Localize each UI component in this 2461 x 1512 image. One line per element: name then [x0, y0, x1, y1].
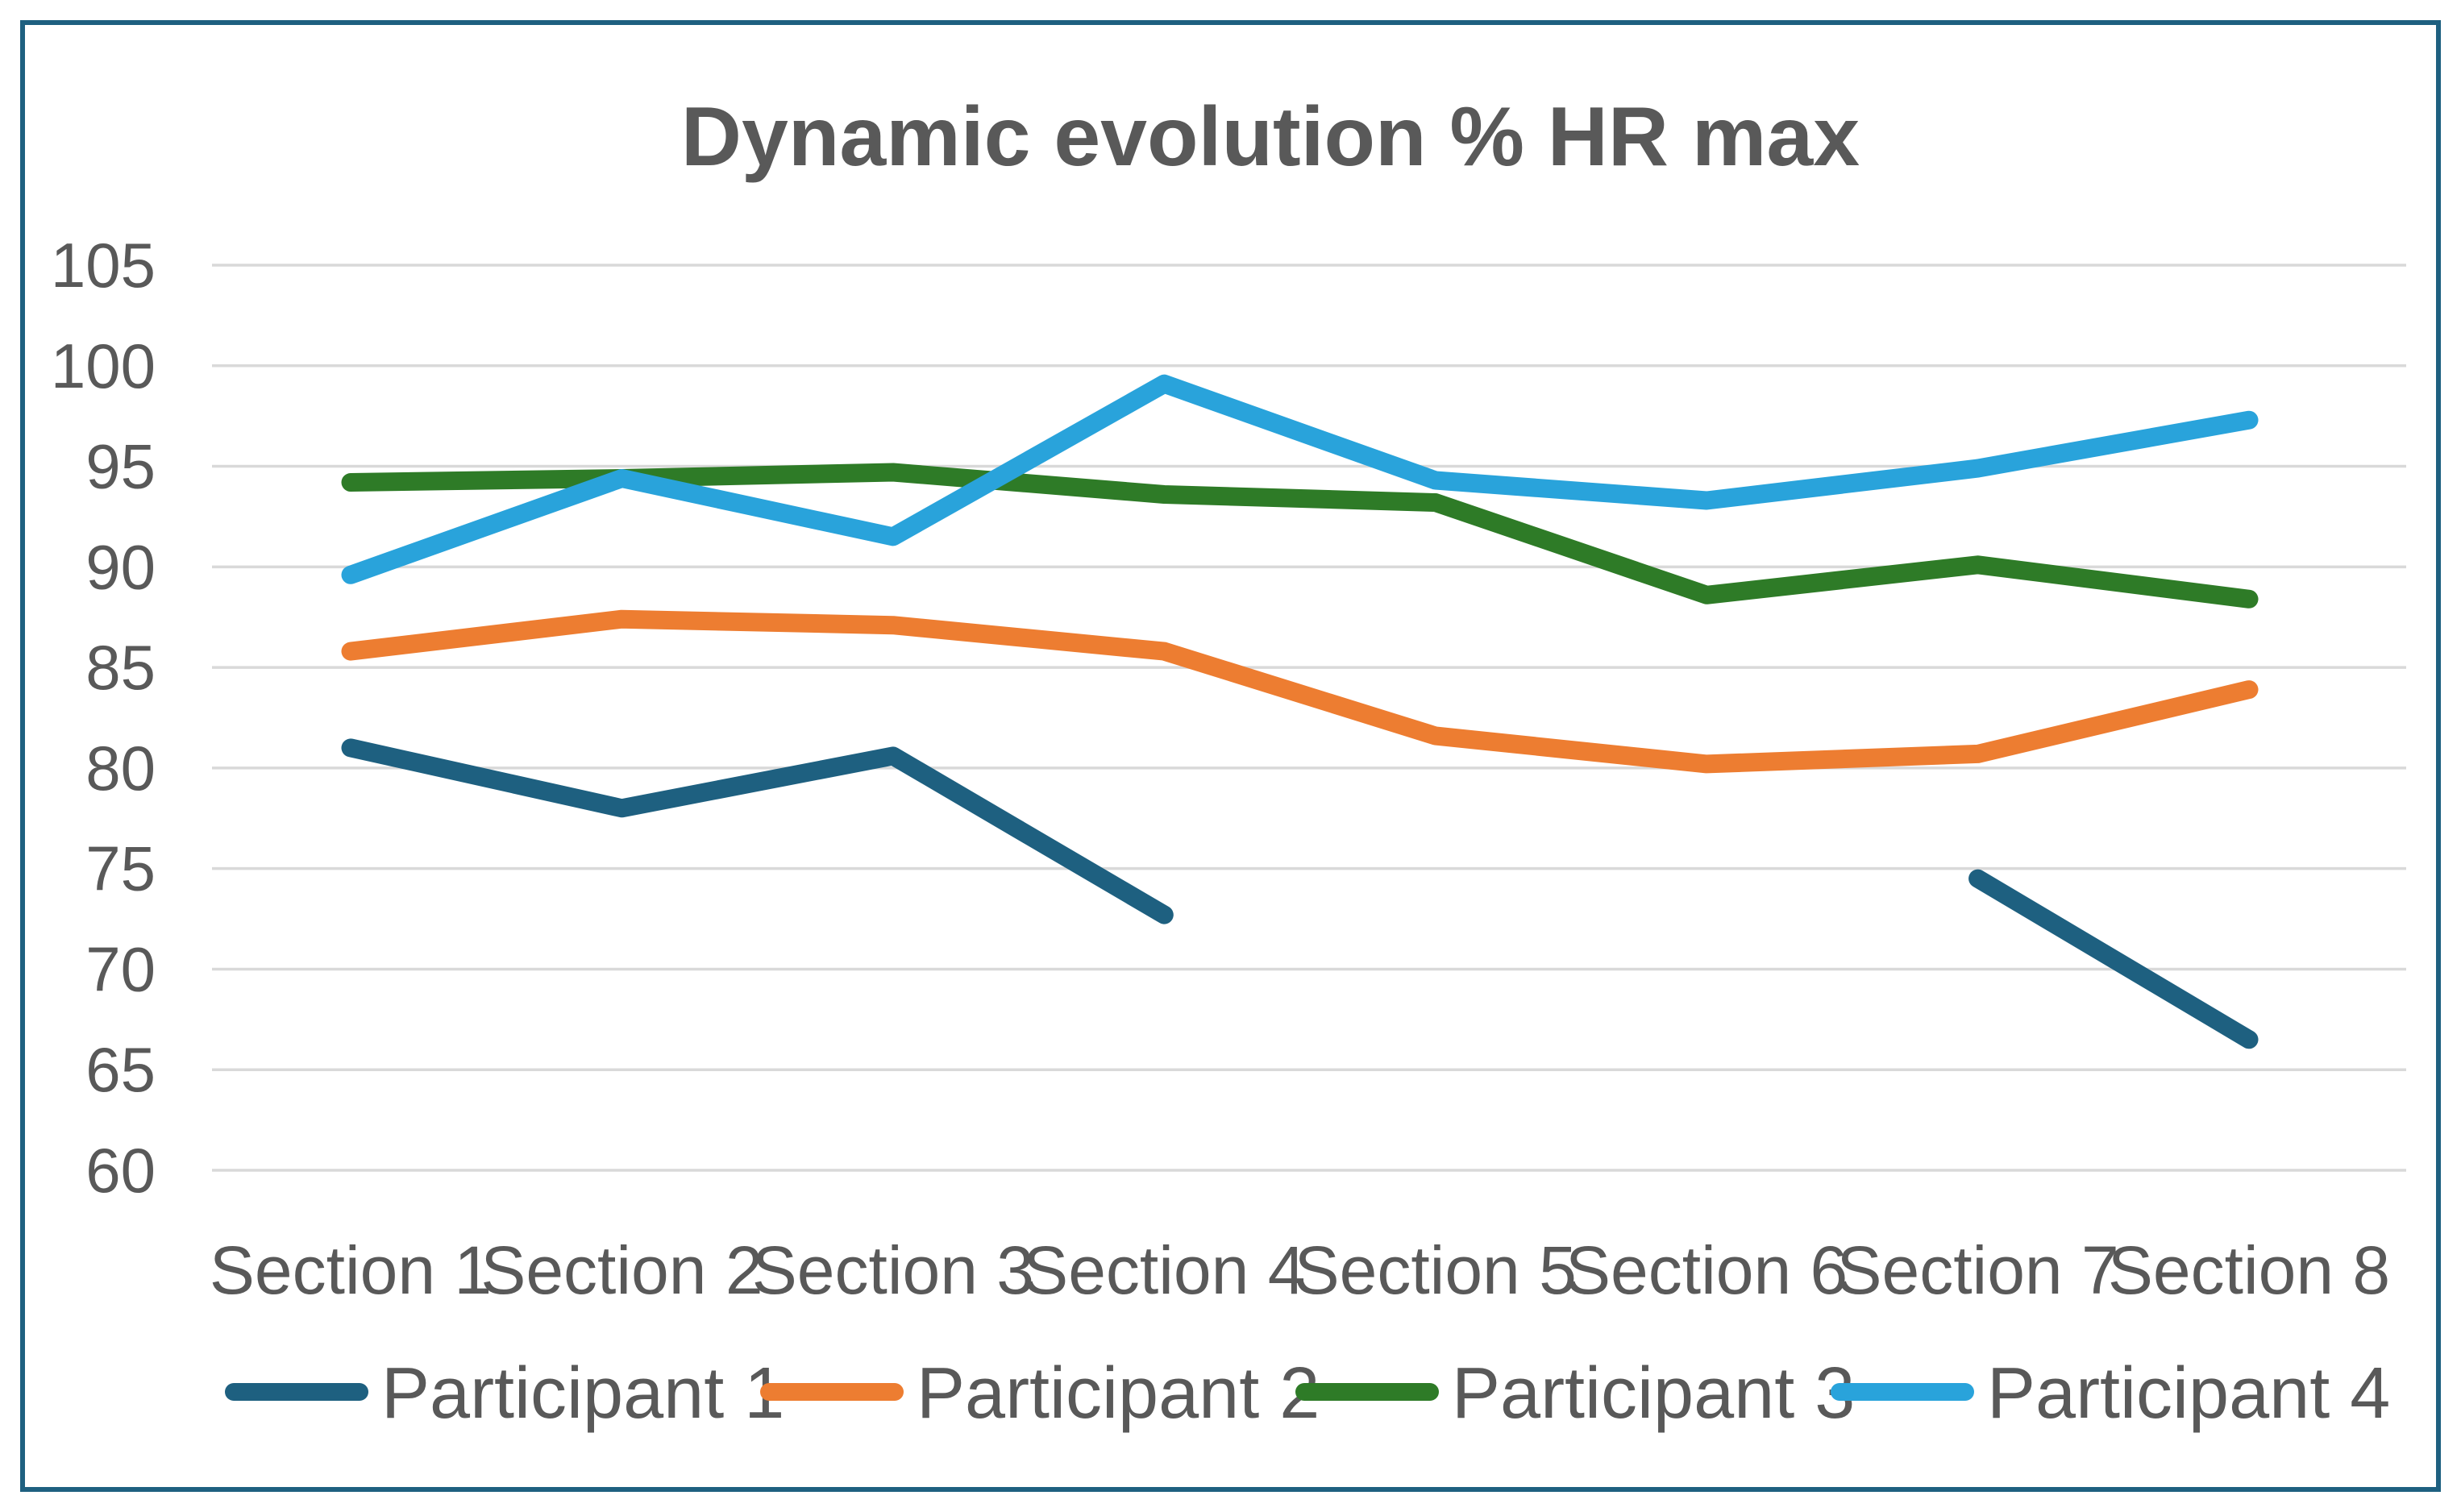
legend-label: Participant 2 [917, 1353, 1320, 1434]
legend-label: Participant 4 [1987, 1353, 2390, 1434]
legend-item-participant-1: Participant 1 [225, 1353, 784, 1434]
legend-item-participant-3: Participant 3 [1295, 1353, 1855, 1434]
series-lines [341, 374, 2259, 1049]
chart-legend: Participant 1 Participant 2 Participant 3 P… [225, 1353, 2390, 1434]
x-axis-label-6: Section 6 [1565, 1232, 1848, 1308]
y-axis-label-90: 90 [85, 531, 156, 602]
x-axis-label-2: Section 2 [480, 1232, 763, 1308]
x-axis-label-4: Section 4 [1023, 1232, 1305, 1308]
y-axis-label-105: 105 [51, 230, 156, 301]
legend-item-participant-2: Participant 2 [760, 1353, 1320, 1434]
x-axis-label-5: Section 5 [1295, 1232, 1577, 1308]
y-axis-label-95: 95 [85, 431, 156, 502]
y-axis-label-60: 60 [85, 1135, 156, 1206]
y-axis-label-75: 75 [85, 833, 156, 904]
y-axis-label-80: 80 [85, 733, 156, 804]
legend-label: Participant 1 [381, 1353, 784, 1434]
legend-item-participant-4: Participant 4 [1831, 1353, 2390, 1434]
series-line-participant-3 [341, 463, 2259, 609]
x-axis-label-8: Section 8 [2108, 1232, 2390, 1308]
y-axis-label-65: 65 [85, 1034, 156, 1105]
x-axis-label-7: Section 7 [1836, 1232, 2118, 1308]
gridlines [212, 264, 2406, 1172]
chart-title: Dynamic evolution % HR max [681, 90, 1860, 184]
series-line-participant-2 [341, 609, 2259, 774]
chart-frame-border [20, 20, 2441, 1492]
series-line-participant-4 [341, 374, 2259, 584]
legend-label: Participant 3 [1452, 1353, 1855, 1434]
y-axis-label-70: 70 [85, 933, 156, 1004]
y-axis-labels: 105 100 95 90 85 80 75 70 65 60 [51, 230, 156, 1206]
y-axis-label-85: 85 [85, 632, 156, 703]
x-axis-label-1: Section 1 [210, 1232, 492, 1308]
series-line-participant-1 [341, 738, 2259, 1049]
x-axis-label-3: Section 3 [752, 1232, 1034, 1308]
y-axis-label-100: 100 [51, 330, 156, 401]
